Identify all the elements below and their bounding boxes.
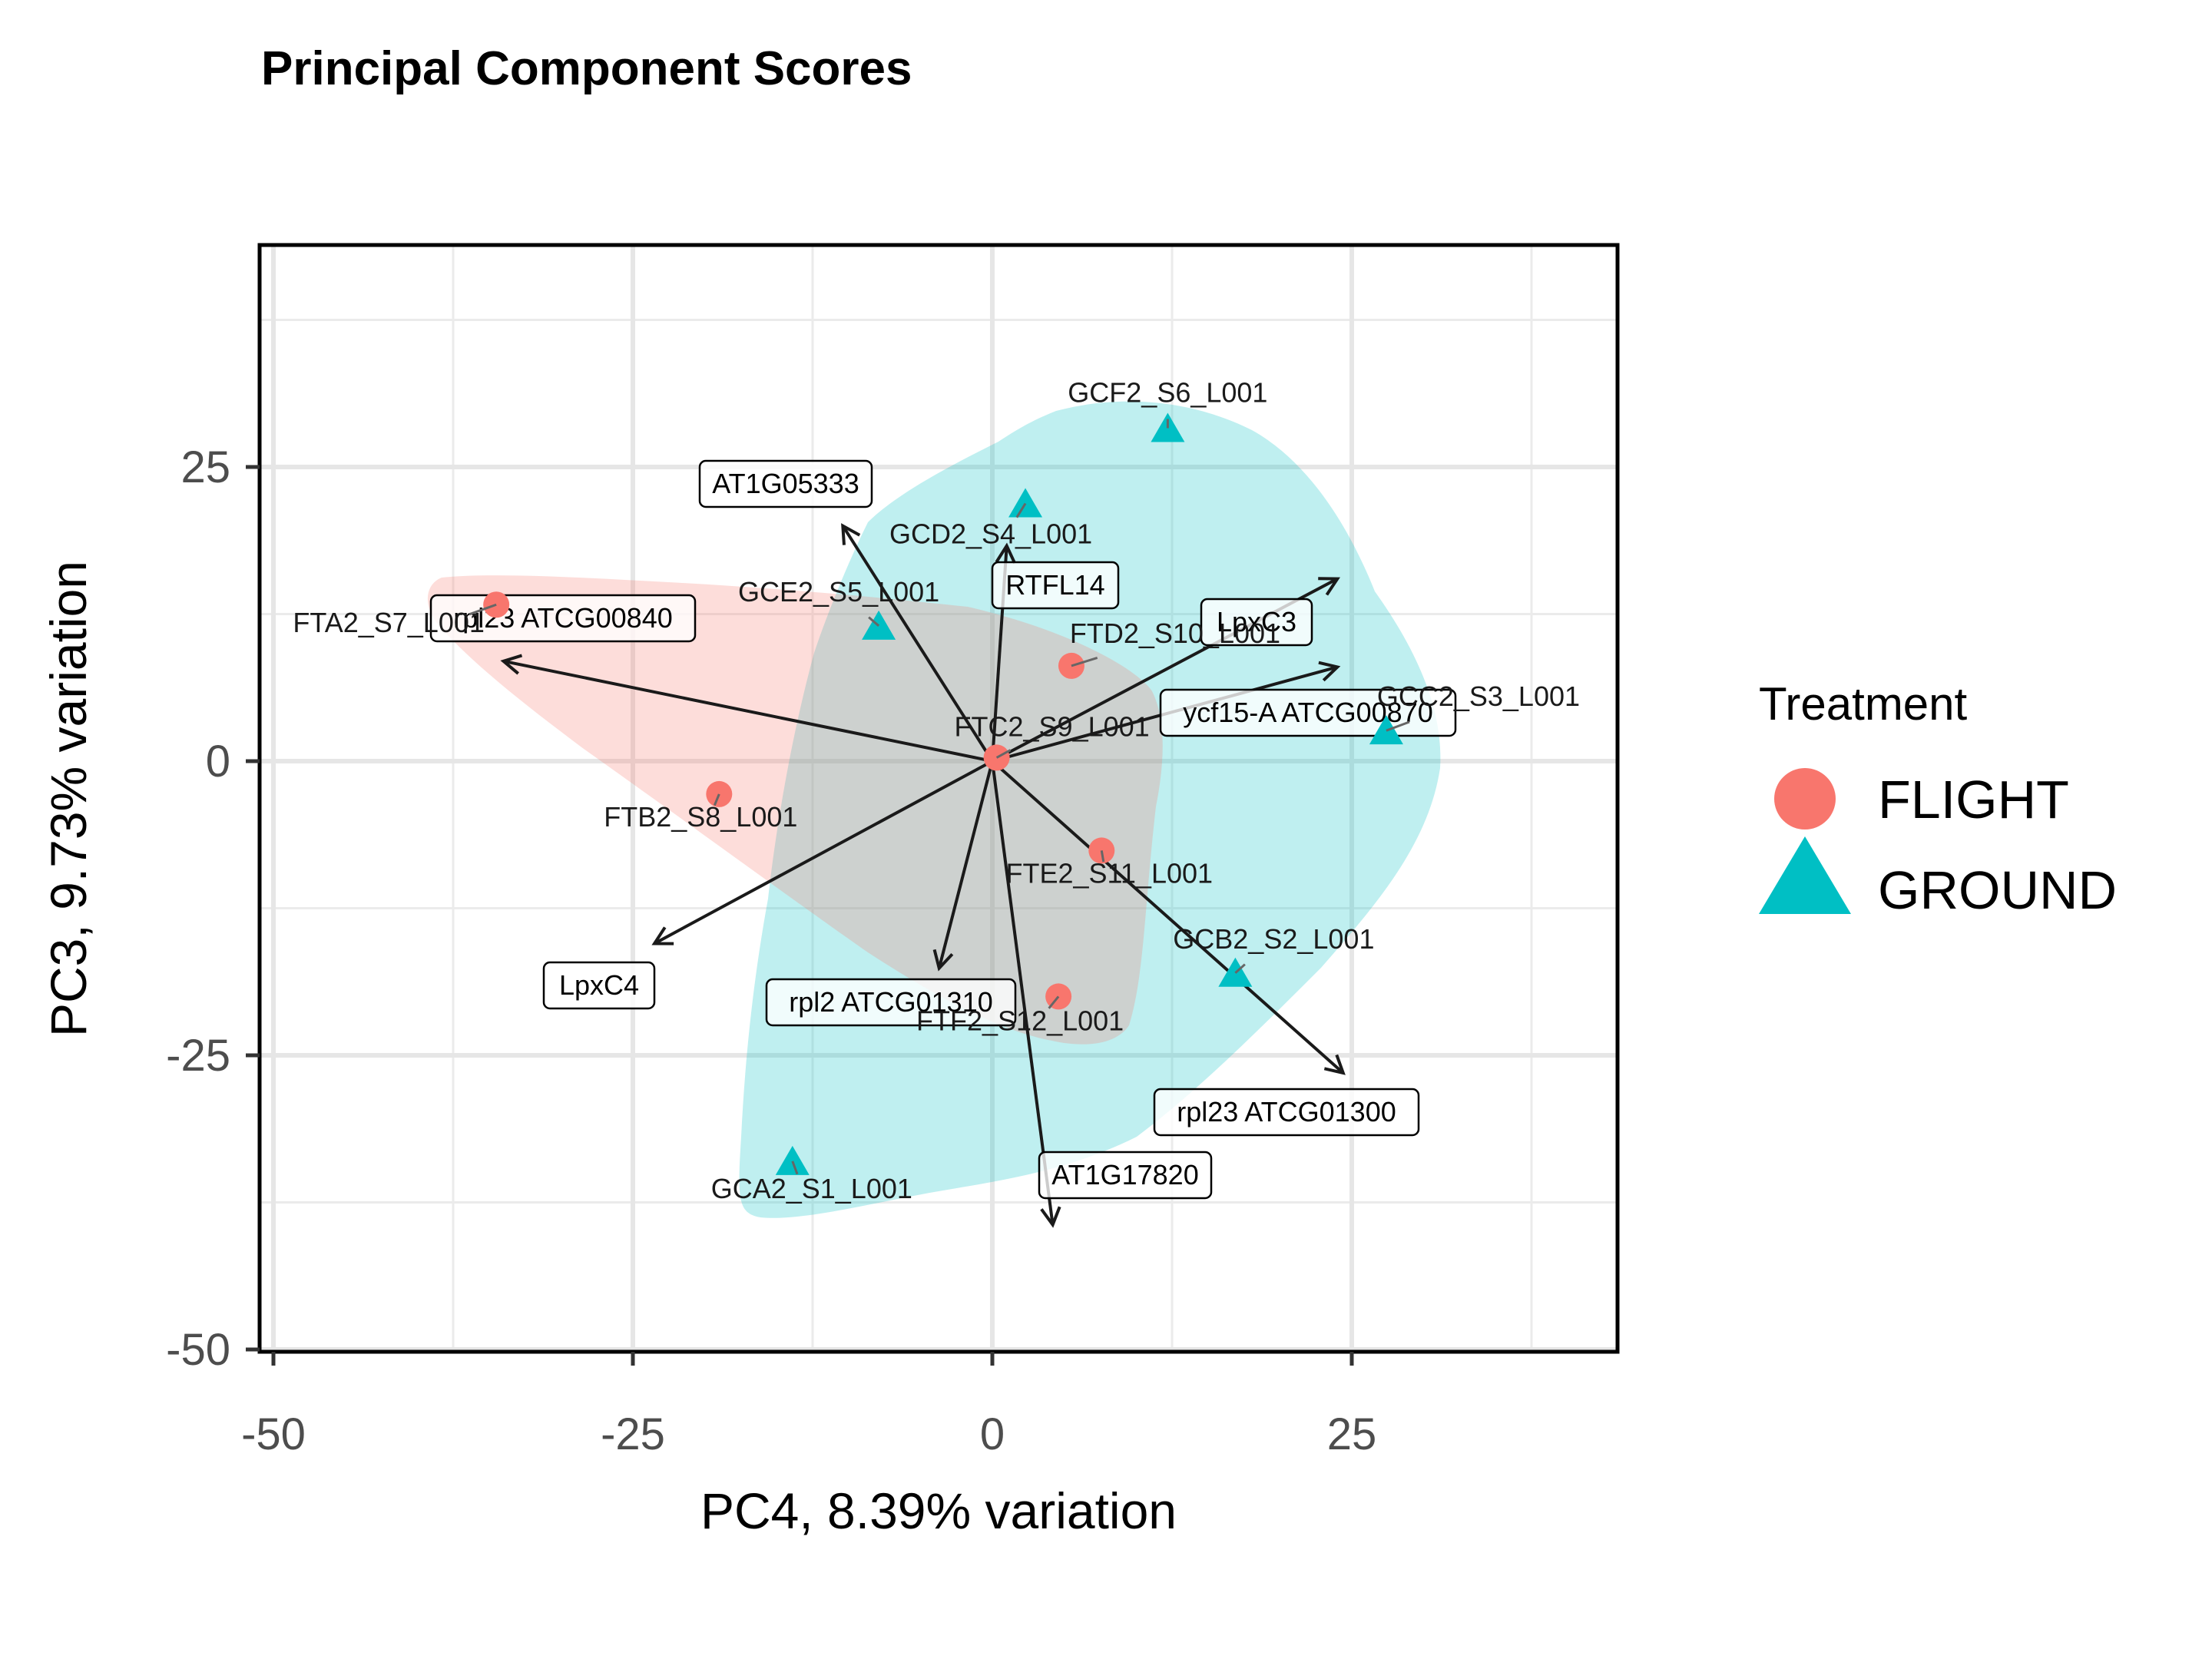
point-labels: FTA2_S7_L001 FTB2_S8_L001 FTC2_S9_L001 FTD2…: [293, 376, 1580, 1204]
point-label-leader: [1015, 502, 1027, 518]
point-label-leader: [868, 616, 880, 627]
y-tick-label: -25: [166, 1031, 230, 1081]
point-label-leader: [1071, 656, 1098, 667]
x-tick-label: 25: [1327, 1409, 1377, 1459]
loading-label-text: rpl23 ATCG01300: [1177, 1096, 1396, 1128]
point-label: FTB2_S8_L001: [604, 801, 797, 833]
loading-arrowhead: [500, 654, 523, 675]
loading-arrowhead: [1040, 1206, 1061, 1228]
legend-key-flight: [1774, 768, 1836, 830]
point-label: GCF2_S6_L001: [1068, 376, 1267, 408]
y-axis-title: PC3, 9.73% variation: [40, 561, 97, 1037]
loading-arrow: [991, 760, 1055, 1225]
point-label: FTC2_S9_L001: [955, 710, 1150, 742]
point-label-leader: [1234, 963, 1246, 974]
loading-label-box: [1200, 598, 1313, 647]
loading-label-text: rpl2 ATCG01310: [789, 986, 992, 1018]
loading-arrowhead: [1318, 577, 1340, 596]
point-label-leader: [791, 1161, 799, 1175]
loading-label-text: LpxC3: [1217, 606, 1296, 637]
loading-label-box: [1153, 1088, 1420, 1137]
point-label: FTD2_S10_L001: [1070, 618, 1280, 649]
point-label: GCE2_S5_L001: [738, 576, 939, 608]
loading-label: rpl2 ATCG01310: [765, 978, 1017, 1027]
loading-label: rpl23 ATCG01300: [1153, 1088, 1420, 1137]
loading-label: LpxC4: [542, 961, 656, 1010]
loading-arrowhead: [932, 949, 954, 972]
loading-label-text: AT1G17820: [1051, 1159, 1198, 1190]
loading-label-box: [1038, 1151, 1213, 1200]
loading-label-box: [698, 459, 873, 508]
point-label-leader: [1386, 720, 1410, 732]
plot-background: [260, 245, 1618, 1352]
point-label: GCB2_S2_L001: [1173, 923, 1374, 955]
point-label-leader: [995, 749, 1012, 759]
loading-label-box: [542, 961, 656, 1010]
point-label: GCA2_S1_L001: [711, 1173, 912, 1204]
x-tick-label: 0: [980, 1409, 1005, 1459]
y-tick-label: 0: [206, 737, 230, 786]
hull-flight: [427, 575, 1163, 1045]
gridlines: [260, 245, 1618, 1352]
loading-arrow: [503, 659, 993, 763]
loading-label-box: [991, 561, 1120, 610]
y-tick-label: 25: [180, 442, 230, 492]
loading-arrow: [841, 525, 994, 763]
point-label-leader: [1100, 850, 1105, 863]
x-axis-title: PC4, 8.39% variation: [700, 1482, 1177, 1539]
loading-arrowhead: [1318, 661, 1341, 682]
loading-arrowhead: [651, 926, 674, 945]
legend-key-ground: [1759, 836, 1851, 914]
axis-ticks: -50 -25 0 25 -50 -25 0 25: [166, 442, 1376, 1459]
y-tick-label: -50: [166, 1325, 230, 1375]
chart-title: Principal Component Scores: [261, 42, 912, 95]
legend-label-flight: FLIGHT: [1878, 770, 2069, 830]
legend-label-ground: GROUND: [1878, 860, 2117, 920]
point-label-leader: [469, 603, 497, 616]
x-tick-label: -25: [601, 1409, 665, 1459]
loading-label-text: ycf15-A ATCG00870: [1183, 697, 1433, 728]
loading-arrowhead: [841, 523, 861, 545]
loading-label-text: RTFL14: [1005, 569, 1104, 601]
loading-label-box: [765, 978, 1017, 1027]
legend-title: Treatment: [1759, 678, 1968, 730]
point-label-leader: [713, 793, 720, 806]
loading-arrow: [937, 760, 994, 969]
loading-arrowhead: [995, 542, 1017, 565]
point-ground: [1008, 488, 1043, 518]
point-label: FTF2_S12_L001: [916, 1005, 1124, 1036]
legend: Treatment FLIGHT GROUND: [1759, 678, 2117, 920]
loading-arrow: [654, 760, 993, 945]
point-label: GCD2_S4_L001: [889, 518, 1092, 549]
point-label: FTE2_S11_L001: [1006, 857, 1214, 889]
point-ground: [775, 1145, 810, 1175]
point-label: GCC2_S3_L001: [1377, 680, 1580, 712]
loading-label: LpxC3: [1200, 598, 1313, 647]
loading-label: AT1G05333: [698, 459, 873, 508]
loading-label-text: LpxC4: [559, 969, 639, 1001]
point-label: FTA2_S7_L001: [293, 607, 485, 638]
loading-arrow: [991, 760, 1345, 1075]
plot-frame: [257, 243, 1620, 1354]
x-tick-label: -50: [241, 1409, 306, 1459]
loading-label: RTFL14: [991, 561, 1120, 610]
loading-label-text: AT1G05333: [712, 468, 859, 499]
loading-arrowhead: [1323, 1054, 1346, 1075]
point-label-leader: [1048, 995, 1060, 1009]
loading-label: AT1G17820: [1038, 1151, 1213, 1200]
